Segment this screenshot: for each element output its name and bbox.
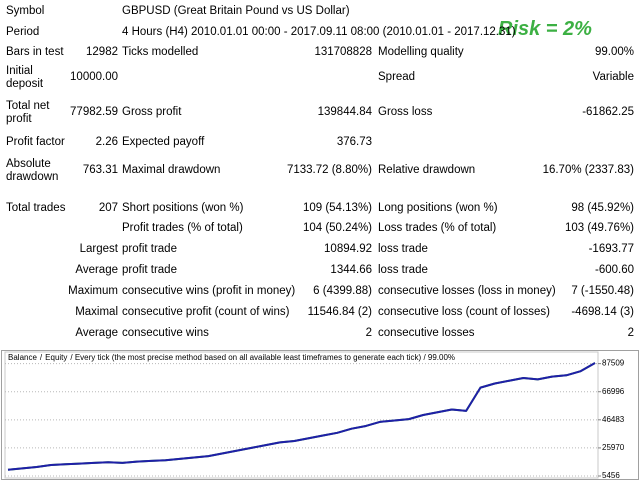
field-value: 6 (4399.88)	[313, 285, 372, 297]
field-label: GBPUSD (Great Britain Pound vs US Dollar…	[122, 5, 350, 17]
field-value: 103 (49.76%)	[564, 222, 634, 234]
row-label: Initial deposit	[6, 65, 44, 90]
field-value: 99.00%	[594, 46, 634, 58]
field-label: Gross profit	[122, 106, 182, 118]
field-label: Ticks modelled	[122, 46, 199, 58]
field-value: 1344.66	[330, 264, 372, 276]
risk-label: Risk = 2%	[498, 18, 592, 40]
field-value: 7 (-1550.48)	[571, 285, 634, 297]
row-label: Period	[6, 26, 40, 38]
field-value: -1693.77	[588, 243, 634, 255]
field-label: Modelling quality	[378, 46, 464, 58]
row-value: 77982.59	[70, 106, 118, 118]
report: Risk = 2% Symbol GBPUSD (Great Britain Po…	[6, 5, 634, 339]
y-tick-label: 46483	[602, 415, 625, 424]
field-label: consecutive profit (count of wins)	[122, 306, 290, 318]
row-label: Profit factor	[6, 136, 65, 148]
field-label: loss trade	[378, 243, 428, 255]
row-value: 2.26	[95, 136, 118, 148]
legend-separator: /	[40, 353, 43, 362]
row-value: Maximum	[68, 285, 118, 297]
field-value: 376.73	[336, 136, 372, 148]
field-value: -4698.14 (3)	[571, 306, 634, 318]
chart: Balance / Equity / Every tick (the most …	[1, 350, 639, 480]
field-label: Short positions (won %)	[122, 202, 244, 214]
field-value: 109 (54.13%)	[302, 202, 372, 214]
row-label: Symbol	[6, 5, 45, 17]
y-tick-label: 87509	[602, 359, 625, 368]
chart-subtitle: / Every tick (the most precise method ba…	[70, 353, 455, 362]
row-label: Total trades	[6, 202, 66, 214]
field-value: -61862.25	[582, 106, 634, 118]
row-value: 12982	[86, 46, 118, 58]
field-value: Variable	[592, 71, 634, 83]
plot-area	[4, 351, 599, 479]
field-value: 98 (45.92%)	[571, 202, 634, 214]
field-value: 10894.92	[324, 243, 372, 255]
row-value: Largest	[79, 243, 118, 255]
field-label: loss trade	[378, 264, 428, 276]
field-label: consecutive losses	[378, 327, 475, 339]
field-value: 7133.72 (8.80%)	[286, 164, 372, 176]
row-value: Average	[75, 264, 118, 276]
field-value: 104 (50.24%)	[302, 222, 372, 234]
row-value: 10000.00	[70, 71, 118, 83]
field-label: consecutive loss (count of losses)	[378, 306, 550, 318]
legend: Balance / Equity / Every tick (the most …	[8, 353, 455, 362]
field-label: consecutive wins (profit in money)	[122, 285, 296, 297]
row-value: 207	[98, 202, 118, 214]
field-label: Relative drawdown	[378, 164, 476, 176]
field-label: consecutive losses (loss in money)	[378, 285, 556, 297]
field-label: Long positions (won %)	[378, 202, 498, 214]
y-tick-label: 25970	[602, 443, 625, 452]
row-value: 763.31	[82, 164, 118, 176]
field-label: consecutive wins	[122, 327, 209, 339]
field-value: 131708828	[314, 46, 372, 58]
field-label: Loss trades (% of total)	[378, 222, 497, 234]
legend-entry: Equity	[45, 353, 67, 362]
field-value: 2	[365, 327, 372, 339]
field-label: profit trade	[122, 264, 177, 276]
row-label: Bars in test	[6, 46, 64, 58]
field-value: -600.60	[594, 264, 634, 276]
row-label: Total net profit	[6, 100, 50, 125]
field-label: Spread	[378, 71, 416, 83]
field-label: Gross loss	[378, 106, 433, 118]
field-value: 2	[627, 327, 634, 339]
row-value: Maximal	[75, 306, 118, 318]
series-line	[7, 362, 596, 471]
row-value: Average	[75, 327, 118, 339]
field-label: profit trade	[122, 243, 177, 255]
field-label: Profit trades (% of total)	[122, 222, 243, 234]
y-tick-label: 66996	[602, 387, 625, 396]
field-label: Expected payoff	[122, 136, 205, 148]
legend-entry: Balance	[8, 353, 37, 362]
field-value: 139844.84	[317, 106, 372, 118]
y-tick-label: 5456	[602, 471, 620, 480]
field-label: Maximal drawdown	[122, 164, 221, 176]
field-value: 16.70% (2337.83)	[542, 164, 634, 176]
row-label: Absolute drawdown	[6, 158, 59, 183]
field-value: 11546.84 (2)	[307, 306, 372, 318]
field-label: 4 Hours (H4) 2010.01.01 00:00 - 2017.09.…	[122, 26, 516, 38]
